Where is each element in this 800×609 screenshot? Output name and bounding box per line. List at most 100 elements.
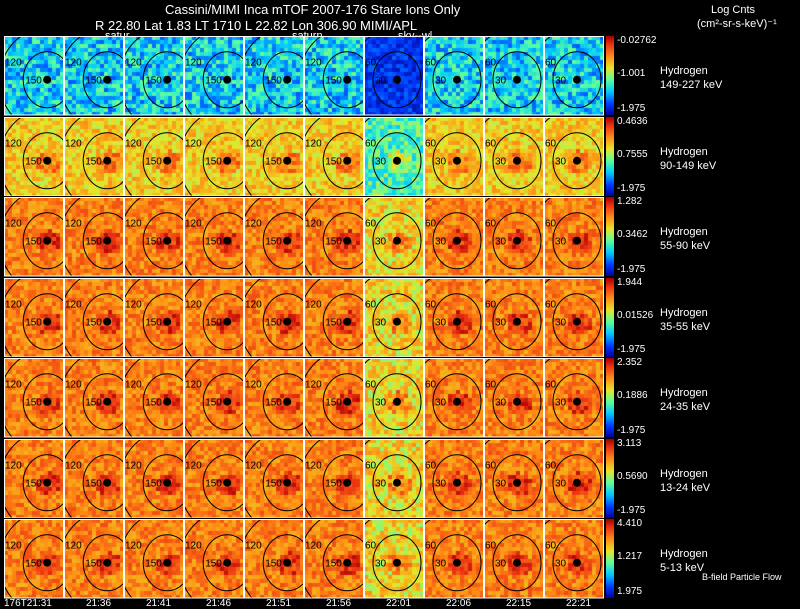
image-cell: 30 60 [544,116,604,196]
colorbar-max: 1.282 [617,196,643,207]
color-bar [606,438,614,518]
cell-frame [244,36,304,116]
planet-marker [573,317,581,326]
contour-label: 120 [5,58,22,69]
image-cell: 30 60 [364,438,424,518]
contour-label: 150 [85,317,102,328]
cell-frame [244,277,304,357]
energy-label: 55-90 keV [660,240,711,252]
contour-label: 150 [205,237,222,248]
image-cell: 150 120 [124,438,184,518]
contour-line [552,373,602,431]
contour-label: 120 [305,138,322,149]
contour-label: 30 [495,156,507,167]
cell-frame [124,438,184,518]
cell-frame [4,197,64,277]
contour-line [82,51,124,109]
contour-label: 120 [185,219,202,230]
colorbar-max: 0.4636 [617,115,648,127]
contour-overlay: 30 60 [484,358,544,438]
contour-overlay: 30 60 [544,197,604,277]
image-cell: 150 120 [184,358,244,438]
image-cell: 30 60 [364,277,424,357]
colorbar-min: -1.975 [617,505,646,516]
image-cell: 30 60 [424,438,484,518]
contour-label: 150 [325,76,342,87]
contour-label: 150 [325,478,342,489]
contour-line [322,453,364,511]
contour-line [262,373,304,431]
species-label: Hydrogen [660,467,708,480]
cell-frame [424,519,484,599]
contour-line [552,534,602,592]
contour-line [322,373,364,431]
time-label: 21:51 [266,598,292,609]
contour-label: 150 [25,156,42,167]
contour-line [262,131,304,189]
contour-label: 30 [375,478,387,489]
contour-label: 120 [125,219,142,230]
contour-label: 120 [65,460,82,471]
contour-label: 30 [555,237,567,248]
image-cell: 30 60 [424,197,484,277]
contour-line [552,292,602,350]
contour-line [432,131,482,189]
contour-line [432,534,482,592]
contour-line [492,373,542,431]
contour-line [202,373,244,431]
image-cell: 150 120 [244,116,304,196]
energy-label: 24-35 keV [660,401,711,413]
cell-frame [4,36,64,116]
contour-label: 120 [125,380,142,391]
contour-overlay: 30 60 [484,197,544,277]
image-cell: 30 60 [544,197,604,277]
cell-frame [124,36,184,116]
contour-line [82,534,124,592]
image-cell: 150 120 [184,36,244,116]
contour-line [322,292,364,350]
image-cell: 30 60 [364,116,424,196]
contour-line [322,51,364,109]
image-cell: 150 120 [124,197,184,277]
cell-frame [484,438,544,518]
planet-marker [393,397,401,406]
color-bar [606,277,614,357]
contour-label: 120 [65,299,82,310]
contour-line [142,212,184,270]
contour-label: 60 [545,219,557,230]
contour-line [432,373,482,431]
cell-frame [64,358,124,438]
image-cell: 30 60 [544,358,604,438]
contour-line [142,453,184,511]
cell-frame [184,277,244,357]
cell-frame [424,197,484,277]
contour-label: 120 [305,380,322,391]
image-cell: 150 120 [64,36,124,116]
cell-frame [544,116,604,196]
image-cell: 150 120 [4,519,64,599]
color-bar [606,519,614,598]
contour-label: 60 [545,299,557,310]
contour-label: 120 [125,299,142,310]
contour-label: 30 [495,76,507,87]
image-cell: 30 60 [484,197,544,277]
contour-label: 120 [65,541,82,552]
image-cell: 30 60 [544,277,604,357]
contour-label: 60 [485,58,497,69]
contour-label: 150 [145,478,162,489]
contour-overlay: 30 60 [364,277,424,357]
contour-line [432,453,482,511]
cell-frame [424,277,484,357]
image-cell: 30 60 [484,277,544,357]
contour-label: 150 [145,76,162,87]
cell-frame [244,116,304,196]
energy-label: 35-55 keV [660,320,711,333]
